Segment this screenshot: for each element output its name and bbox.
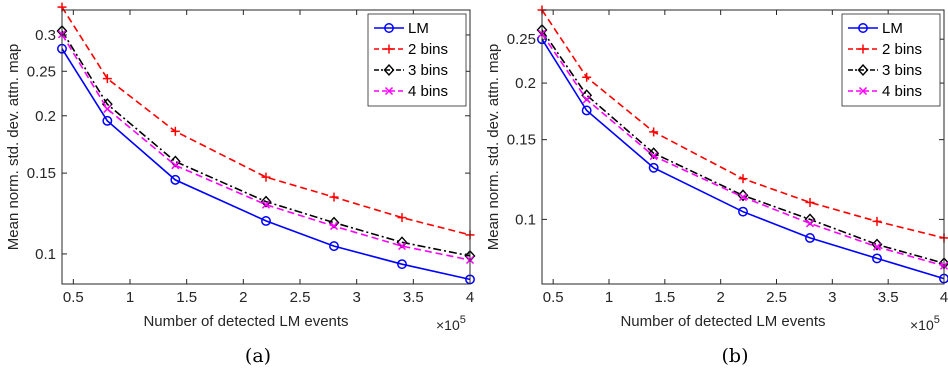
y-tick-label: 0.2	[35, 108, 56, 125]
data-point	[397, 259, 407, 270]
x-tick-label: 0.5	[543, 289, 564, 306]
x-tick-label: 2.5	[290, 289, 311, 306]
data-point	[103, 104, 112, 113]
data-point	[872, 216, 882, 226]
x-tick-label: 0.5	[63, 289, 84, 306]
data-point	[872, 253, 882, 264]
y-axis-label: Mean norm. std. dev. attn. map	[485, 44, 502, 250]
data-point	[261, 200, 271, 209]
x-tick-label: 2.5	[766, 289, 787, 306]
legend-label: 3 bins	[882, 62, 922, 79]
x-tick-label: 1	[605, 289, 613, 306]
x-tick-label: 3.5	[878, 289, 899, 306]
x-tick-label: 3	[828, 289, 836, 306]
data-point	[805, 197, 815, 207]
x-tick-label: 2	[239, 289, 247, 306]
legend-label: LM	[882, 20, 903, 37]
legend-label: 4 bins	[408, 83, 448, 100]
y-tick-label: 0.15	[27, 165, 56, 182]
x-tick-label: 3	[352, 289, 360, 306]
y-tick-label: 0.3	[35, 27, 56, 44]
legend-marker	[384, 44, 394, 54]
x-axis-label: Number of detected LM events	[143, 313, 348, 330]
chart-panel-a: 0.5 1 1.5 2 2.5 3 3.5 4 0.1 0.15 0.2 0.25 0.3 Number …	[5, 2, 476, 367]
x-axis-label: Number of detected LM events	[620, 313, 825, 330]
legend-label: 2 bins	[882, 41, 922, 58]
data-point	[170, 126, 180, 136]
y-axis-label: Mean norm. std. dev. attn. map	[5, 44, 22, 250]
data-point	[582, 95, 591, 104]
data-point	[805, 232, 815, 243]
data-point	[260, 195, 272, 208]
data-point	[648, 162, 659, 173]
data-point	[738, 193, 748, 202]
legend-label: 2 bins	[408, 41, 448, 58]
plot-frame	[61, 9, 471, 285]
legend-marker	[383, 63, 395, 77]
x-tick-label: 2	[716, 289, 724, 306]
data-point	[169, 155, 181, 168]
x-tick-label: 1.5	[176, 289, 197, 306]
series-line-0	[61, 48, 471, 281]
legend-marker	[857, 63, 869, 77]
y-tick-label: 0.25	[27, 63, 56, 80]
x-tick-label: 3.5	[403, 289, 424, 306]
plot-frame	[541, 9, 945, 285]
x-tick-label: 1.5	[654, 289, 675, 306]
legend-marker	[858, 86, 868, 96]
y-tick-label: 0.1	[515, 211, 536, 228]
x-tick-label: 4	[466, 289, 474, 306]
data-point	[805, 219, 815, 228]
data-point	[581, 105, 592, 116]
series-line-2	[61, 30, 471, 257]
data-point	[648, 147, 660, 160]
x-tick-label: 4	[940, 289, 948, 306]
data-point	[329, 222, 339, 231]
data-point	[261, 172, 271, 182]
legend-label: LM	[408, 20, 429, 37]
data-point	[397, 242, 407, 251]
data-point	[171, 161, 180, 170]
y-tick-label: 0.2	[515, 75, 536, 92]
chart-panel-b: 0.5 1 1.5 2 2.5 3 3.5 4 0.1 0.15 0.2 0.25 Number of …	[485, 5, 948, 367]
x-tick-label: 1	[126, 289, 134, 306]
data-point	[396, 236, 408, 249]
data-point	[738, 206, 748, 217]
data-point	[872, 242, 882, 251]
x-multiplier: ×105	[436, 314, 466, 333]
data-point	[738, 174, 748, 184]
data-point	[102, 74, 112, 84]
legend-label: 3 bins	[408, 62, 448, 79]
data-point	[397, 213, 407, 223]
panel-caption: (b)	[722, 345, 749, 367]
data-point	[328, 216, 340, 229]
data-point	[261, 215, 271, 226]
x-multiplier: ×105	[910, 314, 940, 333]
data-point	[329, 241, 339, 252]
y-tick-label: 0.15	[507, 132, 536, 149]
data-point	[170, 174, 181, 185]
legend-marker	[384, 23, 394, 33]
legend-label: 4 bins	[882, 83, 922, 100]
series-line-0	[541, 38, 945, 280]
data-point	[329, 192, 339, 202]
y-tick-label: 0.25	[507, 31, 536, 48]
legend-marker	[858, 44, 868, 54]
legend-marker	[384, 86, 394, 96]
data-point	[102, 115, 113, 126]
y-tick-label: 0.1	[35, 246, 56, 263]
legend: LM 2 bins 3 bins 4 bins	[841, 13, 941, 107]
data-point	[649, 127, 659, 137]
panel-caption: (a)	[245, 345, 271, 367]
legend: LM 2 bins 3 bins 4 bins	[367, 13, 467, 107]
legend-marker	[858, 23, 868, 33]
data-point	[649, 152, 658, 161]
data-point	[582, 72, 592, 82]
